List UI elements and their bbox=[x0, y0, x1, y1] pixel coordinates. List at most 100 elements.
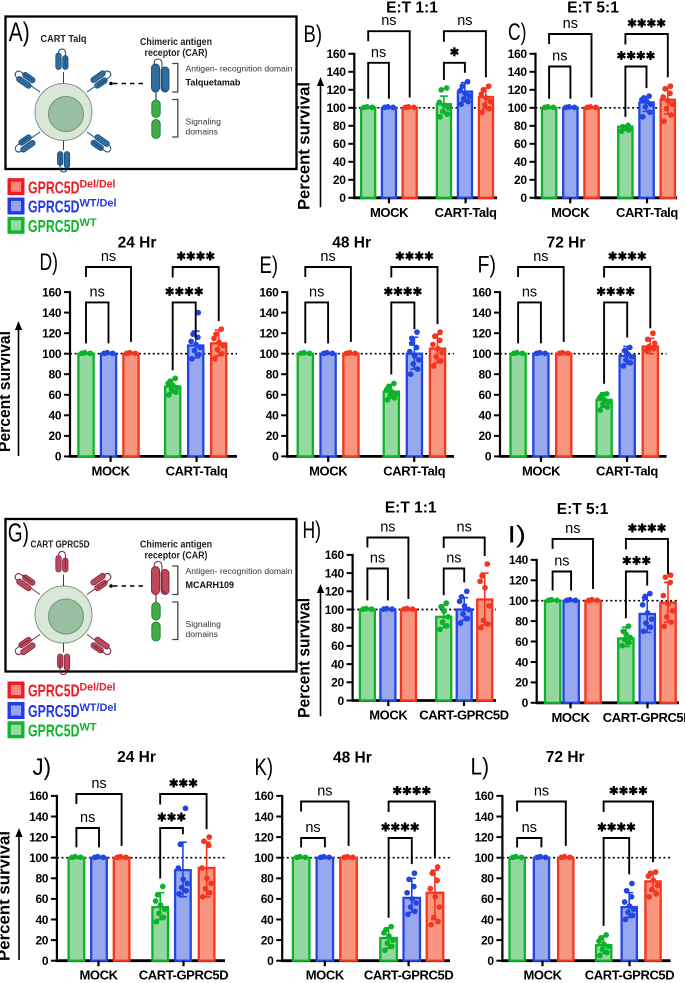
svg-text:ns: ns bbox=[457, 520, 472, 536]
svg-text:40: 40 bbox=[514, 155, 527, 169]
svg-text:40: 40 bbox=[35, 913, 48, 927]
svg-text:0: 0 bbox=[338, 694, 345, 708]
svg-text:160: 160 bbox=[508, 47, 528, 61]
svg-text:140: 140 bbox=[254, 810, 274, 824]
svg-text:0: 0 bbox=[267, 954, 274, 968]
svg-text:receptor (CAR): receptor (CAR) bbox=[145, 48, 208, 59]
svg-text:20: 20 bbox=[331, 676, 344, 690]
svg-text:MOCK: MOCK bbox=[306, 968, 345, 983]
svg-text:100: 100 bbox=[254, 851, 274, 865]
svg-text:ns: ns bbox=[320, 249, 335, 265]
svg-text:E:T 5:1: E:T 5:1 bbox=[557, 501, 609, 518]
svg-text:MOCK: MOCK bbox=[370, 205, 409, 220]
svg-text:H): H) bbox=[303, 517, 322, 544]
svg-text:120: 120 bbox=[509, 574, 529, 588]
svg-text:140: 140 bbox=[326, 65, 346, 79]
svg-text:120: 120 bbox=[29, 830, 49, 844]
svg-text:60: 60 bbox=[266, 388, 279, 402]
svg-text:Antigen- recognition domain: Antigen- recognition domain bbox=[186, 64, 293, 74]
svg-text:60: 60 bbox=[333, 137, 346, 151]
svg-text:140: 140 bbox=[325, 566, 345, 580]
svg-text:60: 60 bbox=[331, 639, 344, 653]
svg-text:MCARH109: MCARH109 bbox=[186, 580, 235, 590]
svg-text:40: 40 bbox=[331, 657, 344, 671]
svg-text:20: 20 bbox=[515, 676, 528, 690]
svg-text:MOCK: MOCK bbox=[522, 463, 561, 478]
svg-text:ns: ns bbox=[565, 521, 580, 537]
svg-text:140: 140 bbox=[472, 306, 492, 320]
svg-text:160: 160 bbox=[325, 548, 345, 562]
svg-text:ns: ns bbox=[457, 13, 472, 29]
svg-text:80: 80 bbox=[266, 368, 279, 382]
svg-text:Del/Del: Del/Del bbox=[80, 178, 116, 190]
svg-text:140: 140 bbox=[29, 810, 49, 824]
svg-text:MOCK: MOCK bbox=[551, 710, 590, 725]
svg-text:120: 120 bbox=[326, 83, 346, 97]
svg-text:MOCK: MOCK bbox=[92, 463, 131, 478]
svg-text:24 Hr: 24 Hr bbox=[118, 235, 157, 252]
svg-text:80: 80 bbox=[481, 872, 494, 886]
svg-text:CART-GPRC5D: CART-GPRC5D bbox=[603, 710, 685, 725]
svg-text:60: 60 bbox=[35, 892, 48, 906]
svg-text:GPRC5D: GPRC5D bbox=[28, 177, 80, 197]
svg-text:E:T 1:1: E:T 1:1 bbox=[385, 500, 437, 517]
svg-text:0: 0 bbox=[42, 954, 49, 968]
svg-text:140: 140 bbox=[508, 65, 528, 79]
svg-text:120: 120 bbox=[259, 327, 279, 341]
svg-text:ns: ns bbox=[370, 551, 385, 567]
svg-text:100: 100 bbox=[42, 347, 62, 361]
svg-text:60: 60 bbox=[481, 892, 494, 906]
svg-text:0: 0 bbox=[487, 954, 494, 968]
svg-text:CART-Talq: CART-Talq bbox=[383, 463, 445, 478]
svg-text:120: 120 bbox=[475, 830, 495, 844]
svg-text:ns: ns bbox=[522, 820, 537, 836]
svg-text:100: 100 bbox=[508, 101, 528, 115]
svg-text:0: 0 bbox=[339, 191, 346, 205]
svg-text:160: 160 bbox=[42, 285, 62, 299]
svg-text:20: 20 bbox=[333, 173, 346, 187]
svg-text:J): J) bbox=[33, 754, 52, 781]
svg-text:120: 120 bbox=[254, 830, 274, 844]
svg-text:ns: ns bbox=[563, 16, 578, 32]
svg-text:24 Hr: 24 Hr bbox=[117, 749, 156, 766]
svg-text:48 Hr: 48 Hr bbox=[333, 750, 372, 767]
svg-text:Chimeric antigen: Chimeric antigen bbox=[140, 37, 212, 48]
svg-text:MOCK: MOCK bbox=[309, 463, 348, 478]
svg-text:20: 20 bbox=[266, 429, 279, 443]
svg-text:160: 160 bbox=[326, 47, 346, 61]
svg-text:Percent survival: Percent survival bbox=[296, 82, 314, 210]
svg-text:CART-GPRC5D: CART-GPRC5D bbox=[419, 708, 509, 723]
svg-text:GPRC5D: GPRC5D bbox=[28, 701, 80, 721]
svg-text:80: 80 bbox=[514, 119, 527, 133]
svg-text:40: 40 bbox=[479, 409, 492, 423]
svg-text:MOCK: MOCK bbox=[523, 968, 562, 983]
svg-text:ns: ns bbox=[380, 520, 395, 536]
svg-text:CART-GPRC5D: CART-GPRC5D bbox=[364, 968, 454, 983]
svg-text:receptor (CAR): receptor (CAR) bbox=[145, 551, 208, 562]
svg-text:Chimeric antigen: Chimeric antigen bbox=[140, 540, 212, 551]
svg-text:CART-Talq: CART-Talq bbox=[616, 205, 678, 220]
svg-text:80: 80 bbox=[333, 119, 346, 133]
svg-text:C): C) bbox=[508, 19, 527, 46]
svg-text:WT/Del: WT/Del bbox=[80, 198, 117, 210]
svg-text:ns: ns bbox=[80, 810, 95, 826]
svg-text:GPRC5D: GPRC5D bbox=[28, 720, 80, 740]
svg-text:120: 120 bbox=[472, 327, 492, 341]
svg-text:160: 160 bbox=[254, 789, 274, 803]
svg-text:100: 100 bbox=[509, 594, 529, 608]
svg-text:100: 100 bbox=[475, 851, 495, 865]
svg-text:Percent survival: Percent survival bbox=[296, 598, 314, 718]
svg-text:80: 80 bbox=[479, 368, 492, 382]
svg-text:ns: ns bbox=[552, 49, 567, 65]
svg-text:Signaling: Signaling bbox=[186, 619, 222, 629]
svg-text:GPRC5D: GPRC5D bbox=[28, 681, 80, 701]
svg-text:160: 160 bbox=[472, 285, 492, 299]
svg-text:WT: WT bbox=[80, 721, 97, 733]
svg-text:GPRC5D: GPRC5D bbox=[28, 197, 80, 217]
svg-text:WT/Del: WT/Del bbox=[80, 702, 117, 714]
svg-text:B): B) bbox=[304, 21, 323, 48]
svg-text:ns: ns bbox=[309, 284, 324, 300]
svg-text:WT: WT bbox=[80, 217, 97, 229]
svg-text:CART GPRC5D: CART GPRC5D bbox=[31, 538, 90, 550]
svg-text:160: 160 bbox=[29, 789, 49, 803]
